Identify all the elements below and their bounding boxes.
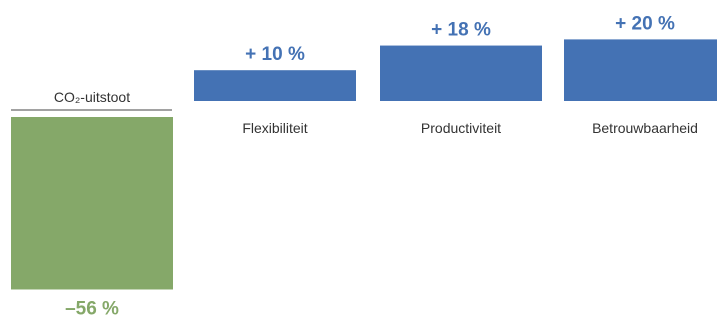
bar-productiviteit — [380, 45, 542, 101]
category-label-betrouwbaarheid: Betrouwbaarheid — [592, 120, 698, 136]
value-label-flexibiliteit: + 10 % — [245, 44, 305, 65]
bar-flexibiliteit — [194, 70, 356, 101]
category-label-productiviteit: Productiviteit — [421, 120, 501, 136]
value-label-betrouwbaarheid: + 20 % — [615, 13, 675, 34]
bar-co2-uitstoot — [11, 117, 173, 290]
category-label-flexibiliteit: Flexibiliteit — [242, 120, 307, 136]
value-label-co2-uitstoot: –56 % — [65, 298, 119, 319]
bar-betrouwbaarheid — [564, 39, 717, 101]
category-label-co2-uitstoot: CO₂-uitstoot — [54, 89, 130, 105]
value-label-productiviteit: + 18 % — [431, 20, 491, 41]
